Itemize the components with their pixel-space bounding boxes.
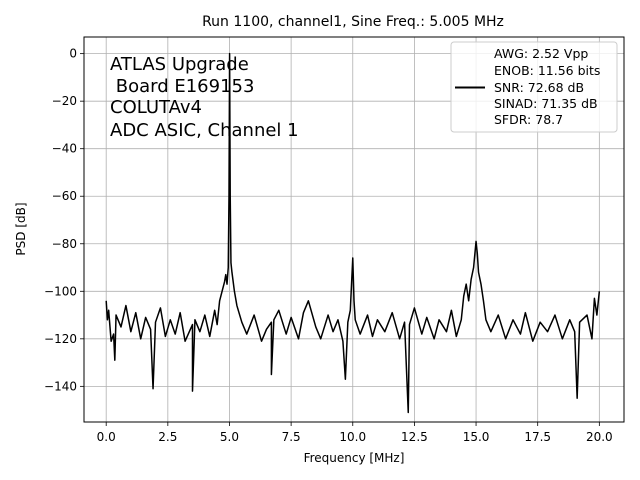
x-tick-label: 10.0 — [339, 430, 366, 444]
y-tick-label: 0 — [69, 47, 77, 61]
legend-entry-awg: AWG: 2.52 Vpp — [494, 46, 588, 61]
x-tick-label: 7.5 — [282, 430, 301, 444]
legend-entry-enob: ENOB: 11.56 bits — [494, 63, 600, 78]
x-axis-label: Frequency [MHz] — [304, 451, 405, 465]
x-tick-label: 12.5 — [401, 430, 428, 444]
x-tick-label: 15.0 — [463, 430, 490, 444]
chart-title: Run 1100, channel1, Sine Freq.: 5.005 MH… — [202, 14, 504, 30]
y-tick-label: −100 — [44, 284, 77, 298]
x-tick-label: 5.0 — [220, 430, 239, 444]
annotation-line-2: Board E169153 — [110, 76, 254, 97]
legend-box — [450, 41, 618, 133]
legend-entry-sfdr: SFDR: 78.7 — [494, 112, 563, 127]
annotation-line-4: ADC ASIC, Channel 1 — [110, 120, 299, 141]
psd-series-line — [105, 52, 601, 414]
y-tick-label: −120 — [44, 332, 77, 346]
annotation-line-1: ATLAS Upgrade — [110, 54, 249, 75]
y-axis-label: PSD [dB] — [14, 202, 28, 255]
annotation-block: ATLAS Upgrade Board E169153 COLUTAv4 ADC… — [110, 54, 299, 141]
legend-entry-snr: SNR: 72.68 dB — [494, 80, 584, 95]
x-axis-ticks: 0.0 2.5 5.0 7.5 10.0 12.5 15.0 17.5 20.0 — [97, 422, 613, 444]
y-tick-label: −140 — [44, 379, 77, 393]
y-tick-label: −40 — [52, 142, 77, 156]
y-tick-label: −80 — [52, 237, 77, 251]
legend-entry-sinad: SINAD: 71.35 dB — [494, 96, 598, 111]
plot-frame — [83, 36, 625, 423]
annotation-line-3: COLUTAv4 — [110, 97, 202, 118]
y-axis-ticks: 0 −20 −40 −60 −80 −100 −120 −140 — [44, 47, 84, 393]
y-tick-label: −60 — [52, 189, 77, 203]
x-tick-label: 0.0 — [97, 430, 116, 444]
x-tick-label: 17.5 — [524, 430, 551, 444]
x-tick-label: 2.5 — [158, 430, 177, 444]
y-tick-label: −20 — [52, 94, 77, 108]
x-tick-label: 20.0 — [586, 430, 613, 444]
legend: AWG: 2.52 Vpp ENOB: 11.56 bits SNR: 72.6… — [450, 41, 618, 133]
